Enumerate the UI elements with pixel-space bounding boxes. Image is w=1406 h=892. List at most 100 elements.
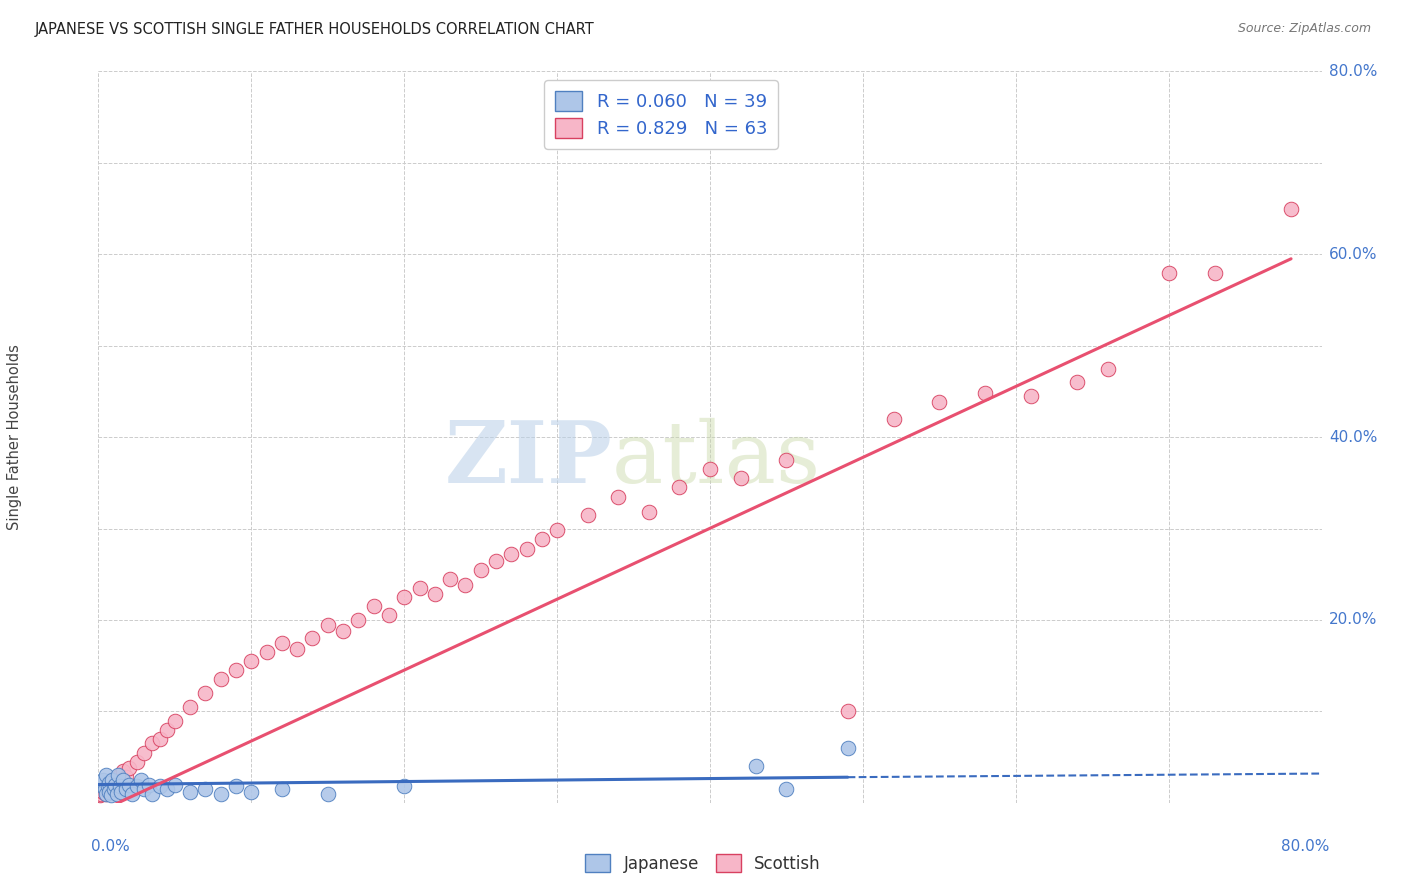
Point (1279, 202, 1302, 216)
Point (470, 563, 492, 577)
Point (392, 780, 416, 794)
Point (98, 785, 121, 799)
Point (125, 780, 148, 794)
Point (301, 632, 323, 646)
Point (101, 772, 124, 787)
Text: 20.0%: 20.0% (1329, 613, 1378, 627)
Point (141, 736, 163, 750)
Text: Source: ZipAtlas.com: Source: ZipAtlas.com (1237, 22, 1371, 36)
Point (149, 731, 172, 746)
Point (1097, 361, 1119, 376)
Point (837, 740, 859, 755)
Point (97, 780, 120, 794)
Point (98, 777, 121, 792)
Point (108, 768, 131, 782)
Point (270, 782, 292, 797)
Point (837, 705, 859, 719)
Point (107, 768, 129, 782)
Point (111, 772, 134, 787)
Point (194, 686, 217, 700)
Point (125, 755, 148, 769)
Text: 40.0%: 40.0% (1329, 430, 1378, 444)
Point (316, 787, 339, 801)
Point (90, 777, 112, 792)
Point (115, 770, 138, 784)
Point (378, 608, 401, 623)
Legend: Japanese, Scottish: Japanese, Scottish (579, 847, 827, 880)
Point (134, 782, 156, 797)
Text: JAPANESE VS SCOTTISH SINGLE FATHER HOUSEHOLDS CORRELATION CHART: JAPANESE VS SCOTTISH SINGLE FATHER HOUSE… (35, 22, 595, 37)
Point (93, 782, 115, 797)
Point (156, 782, 179, 797)
Point (105, 772, 128, 787)
Point (546, 524, 568, 538)
Point (516, 541, 538, 556)
Point (101, 772, 124, 787)
Point (285, 642, 308, 657)
Text: ZIP: ZIP (444, 417, 612, 501)
Point (316, 617, 339, 632)
Point (179, 785, 201, 799)
Point (138, 777, 160, 792)
Point (163, 714, 186, 728)
Point (974, 386, 997, 401)
Point (129, 772, 152, 787)
Point (883, 412, 905, 426)
Text: 80.0%: 80.0% (1329, 64, 1378, 78)
Point (1066, 376, 1088, 390)
Point (1157, 266, 1180, 280)
Point (423, 587, 446, 601)
Point (121, 787, 143, 801)
Text: 60.0%: 60.0% (1329, 247, 1378, 261)
Text: 80.0%: 80.0% (1281, 839, 1329, 855)
Point (91, 772, 114, 787)
Point (105, 787, 128, 801)
Point (270, 636, 292, 650)
Point (103, 782, 125, 797)
Point (89, 789, 111, 803)
Point (163, 777, 186, 792)
Point (256, 645, 278, 659)
Point (156, 723, 179, 737)
Point (111, 764, 134, 778)
Point (93, 782, 115, 797)
Point (100, 789, 122, 803)
Point (501, 547, 523, 561)
Point (98, 775, 121, 789)
Point (363, 599, 385, 614)
Point (439, 572, 461, 586)
Point (347, 613, 370, 627)
Point (97, 780, 120, 794)
Point (668, 480, 690, 494)
Point (225, 780, 247, 794)
Point (1204, 266, 1226, 280)
Point (225, 663, 247, 677)
Point (141, 787, 163, 801)
Point (209, 673, 232, 687)
Point (928, 395, 950, 409)
Point (392, 590, 416, 604)
Point (775, 453, 797, 467)
Point (1019, 389, 1042, 403)
Text: 0.0%: 0.0% (91, 839, 129, 855)
Point (699, 462, 721, 476)
Point (194, 782, 217, 797)
Point (103, 777, 125, 792)
Point (637, 505, 661, 519)
Point (775, 782, 797, 797)
Point (118, 777, 141, 792)
Point (110, 785, 132, 799)
Point (240, 654, 263, 668)
Point (530, 533, 553, 547)
Point (104, 777, 127, 792)
Point (240, 785, 263, 799)
Point (118, 761, 141, 775)
Text: Single Father Households: Single Father Households (7, 344, 22, 530)
Point (149, 780, 172, 794)
Point (332, 624, 354, 638)
Point (485, 553, 508, 567)
Point (94, 787, 117, 801)
Point (745, 759, 768, 773)
Point (209, 787, 232, 801)
Point (94, 787, 117, 801)
